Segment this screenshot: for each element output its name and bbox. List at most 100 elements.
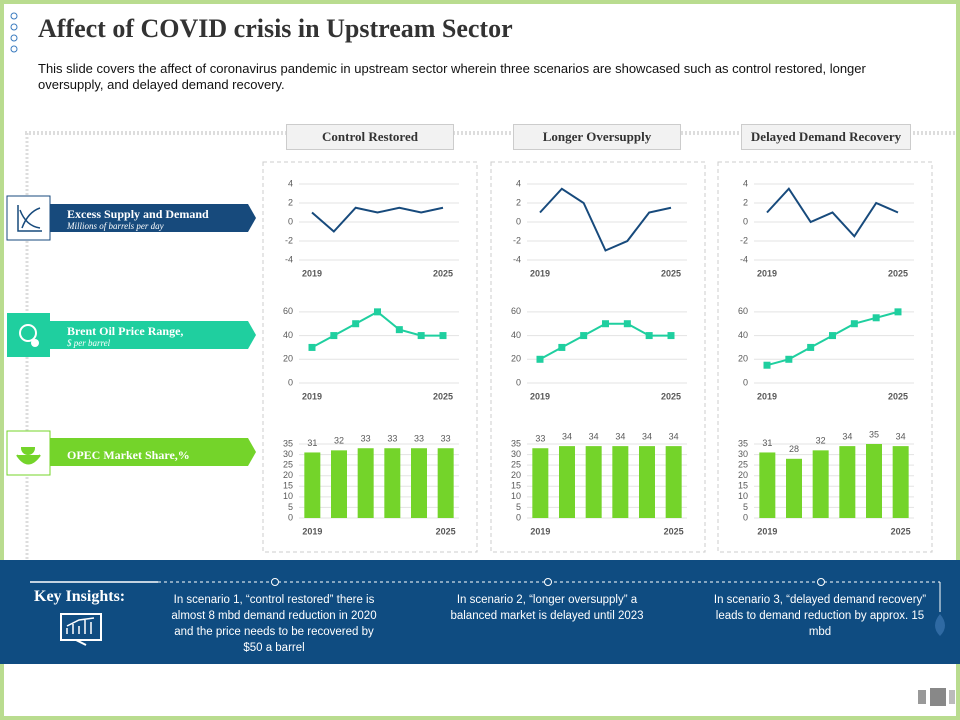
row-sublabel: Millions of barrels per day — [67, 221, 164, 231]
insight: In scenario 3, “delayed demand recovery”… — [713, 594, 927, 638]
x-tick-label: 2025 — [888, 268, 908, 278]
y-tick-label: 4 — [288, 178, 293, 188]
data-label: 33 — [441, 434, 451, 444]
marker — [374, 308, 381, 316]
bar — [665, 446, 682, 518]
x-tick-label: 2025 — [433, 268, 453, 278]
marker — [558, 343, 566, 351]
row-label: Excess Supply and Demand — [67, 207, 209, 221]
marker — [807, 343, 815, 351]
x-tick-label: 2019 — [757, 268, 777, 278]
x-tick-label: 2019 — [302, 526, 322, 536]
y-tick-label: 30 — [738, 449, 748, 459]
line-series — [766, 187, 899, 238]
insight: In scenario 2, “longer oversupply” a bal… — [450, 594, 644, 622]
data-label: 33 — [535, 434, 545, 444]
data-label: 31 — [307, 438, 317, 448]
y-tick-label: 0 — [743, 216, 748, 226]
line-series — [539, 322, 671, 361]
y-tick-label: 20 — [511, 470, 521, 480]
y-tick-label: 10 — [511, 491, 521, 501]
data-label: 34 — [642, 431, 652, 441]
y-tick-label: 40 — [738, 330, 748, 340]
line-series — [311, 206, 444, 233]
row-label: Brent Oil Price Range, — [67, 324, 184, 338]
bar — [585, 446, 602, 518]
x-tick-label: 2019 — [530, 391, 550, 401]
y-tick-label: 5 — [743, 502, 748, 512]
bar — [532, 448, 549, 518]
data-label: 35 — [869, 429, 879, 439]
y-tick-label: 25 — [511, 460, 521, 470]
x-tick-label: 2019 — [530, 268, 550, 278]
marker — [645, 332, 653, 340]
y-tick-label: 20 — [283, 470, 293, 480]
data-label: 34 — [562, 431, 572, 441]
bar — [411, 448, 427, 518]
y-tick-label: 40 — [511, 330, 521, 340]
y-tick-label: 2 — [288, 197, 293, 207]
bar — [357, 448, 374, 518]
marker — [763, 361, 771, 369]
data-label: 32 — [816, 436, 826, 446]
y-tick-label: 20 — [738, 470, 748, 480]
x-tick-label: 2025 — [664, 526, 684, 536]
marker — [602, 320, 609, 328]
y-tick-label: 60 — [738, 306, 748, 316]
y-tick-label: 0 — [516, 377, 521, 387]
y-tick-label: 0 — [743, 377, 748, 387]
y-tick-label: 60 — [511, 306, 521, 316]
y-tick-label: 20 — [511, 354, 521, 364]
y-tick-label: 40 — [283, 330, 293, 340]
y-tick-label: 30 — [511, 449, 521, 459]
bar — [331, 450, 347, 518]
line-series — [311, 310, 443, 349]
y-tick-label: 35 — [511, 438, 521, 448]
y-tick-label: -2 — [285, 235, 293, 245]
y-tick-label: 35 — [738, 438, 748, 448]
x-tick-label: 2025 — [888, 391, 908, 401]
bar — [559, 446, 575, 518]
y-tick-label: 4 — [516, 178, 521, 188]
y-tick-label: 20 — [738, 354, 748, 364]
data-label: 33 — [414, 434, 424, 444]
y-tick-label: -4 — [740, 254, 748, 264]
column-header: Longer Oversupply — [513, 124, 681, 150]
x-tick-label: 2019 — [757, 526, 777, 536]
marker — [623, 320, 631, 328]
marker — [850, 320, 858, 328]
marker — [894, 308, 902, 316]
marker — [352, 320, 360, 328]
marker — [580, 332, 588, 340]
x-tick-label: 2025 — [661, 391, 681, 401]
row-label: OPEC Market Share,% — [67, 448, 190, 462]
data-label: 33 — [387, 434, 397, 444]
y-tick-label: 0 — [288, 216, 293, 226]
title: Affect of COVID crisis in Upstream Secto… — [38, 14, 513, 43]
data-label: 28 — [789, 444, 799, 454]
insight: In scenario 1, “control restored” there … — [171, 594, 377, 654]
data-label: 32 — [334, 436, 344, 446]
marker — [536, 355, 544, 363]
bar — [786, 458, 802, 518]
y-tick-label: 0 — [516, 216, 521, 226]
marker — [395, 326, 403, 334]
y-tick-label: 15 — [738, 481, 748, 491]
column-header: Control Restored — [286, 124, 454, 150]
x-tick-label: 2025 — [661, 268, 681, 278]
x-tick-label: 2019 — [302, 391, 322, 401]
y-tick-label: 0 — [288, 377, 293, 387]
y-tick-label: 15 — [283, 481, 293, 491]
data-label: 34 — [589, 431, 599, 441]
y-tick-label: 0 — [743, 512, 748, 522]
x-tick-label: 2019 — [530, 526, 550, 536]
bar — [384, 448, 401, 518]
marker — [308, 343, 316, 351]
marker — [829, 332, 836, 340]
insights-decor — [30, 578, 945, 646]
y-tick-label: 25 — [283, 460, 293, 470]
y-tick-label: 5 — [288, 502, 293, 512]
footer-icons — [918, 688, 955, 706]
